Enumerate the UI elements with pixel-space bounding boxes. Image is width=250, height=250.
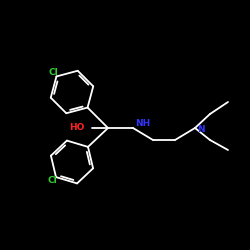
Text: NH: NH — [136, 120, 150, 128]
Text: Cl: Cl — [48, 68, 58, 78]
Text: HO: HO — [68, 124, 84, 132]
Text: N: N — [197, 124, 204, 134]
Text: Cl: Cl — [48, 176, 57, 185]
